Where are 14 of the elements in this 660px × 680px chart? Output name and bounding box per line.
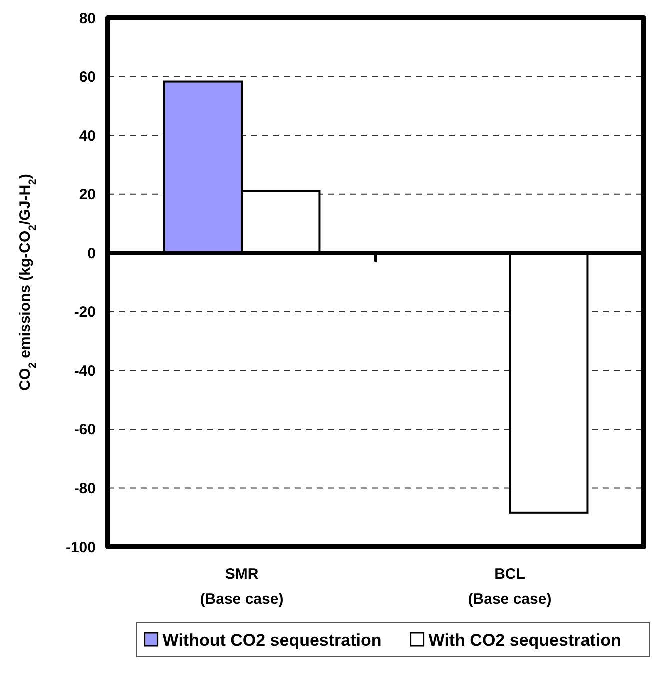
y-tick-label: 0 xyxy=(88,245,96,262)
y-tick-label: -20 xyxy=(74,304,96,322)
y-tick-label: 20 xyxy=(79,186,96,204)
y-tick-label: 60 xyxy=(79,69,96,86)
legend-label: Without CO2 sequestration xyxy=(162,630,382,650)
y-tick-label: 40 xyxy=(79,128,96,145)
y-tick-label: -60 xyxy=(74,422,96,439)
x-tick-label: SMR (Base case) xyxy=(200,566,284,608)
y-tick-label: -80 xyxy=(74,480,96,498)
x-tick-label: BCL (Base case) xyxy=(468,566,552,608)
y-tick-label: -100 xyxy=(66,539,96,556)
y-tick-label: -40 xyxy=(74,362,96,380)
legend-label: With CO2 sequestration xyxy=(428,630,622,650)
y-tick-label: 80 xyxy=(79,10,96,28)
